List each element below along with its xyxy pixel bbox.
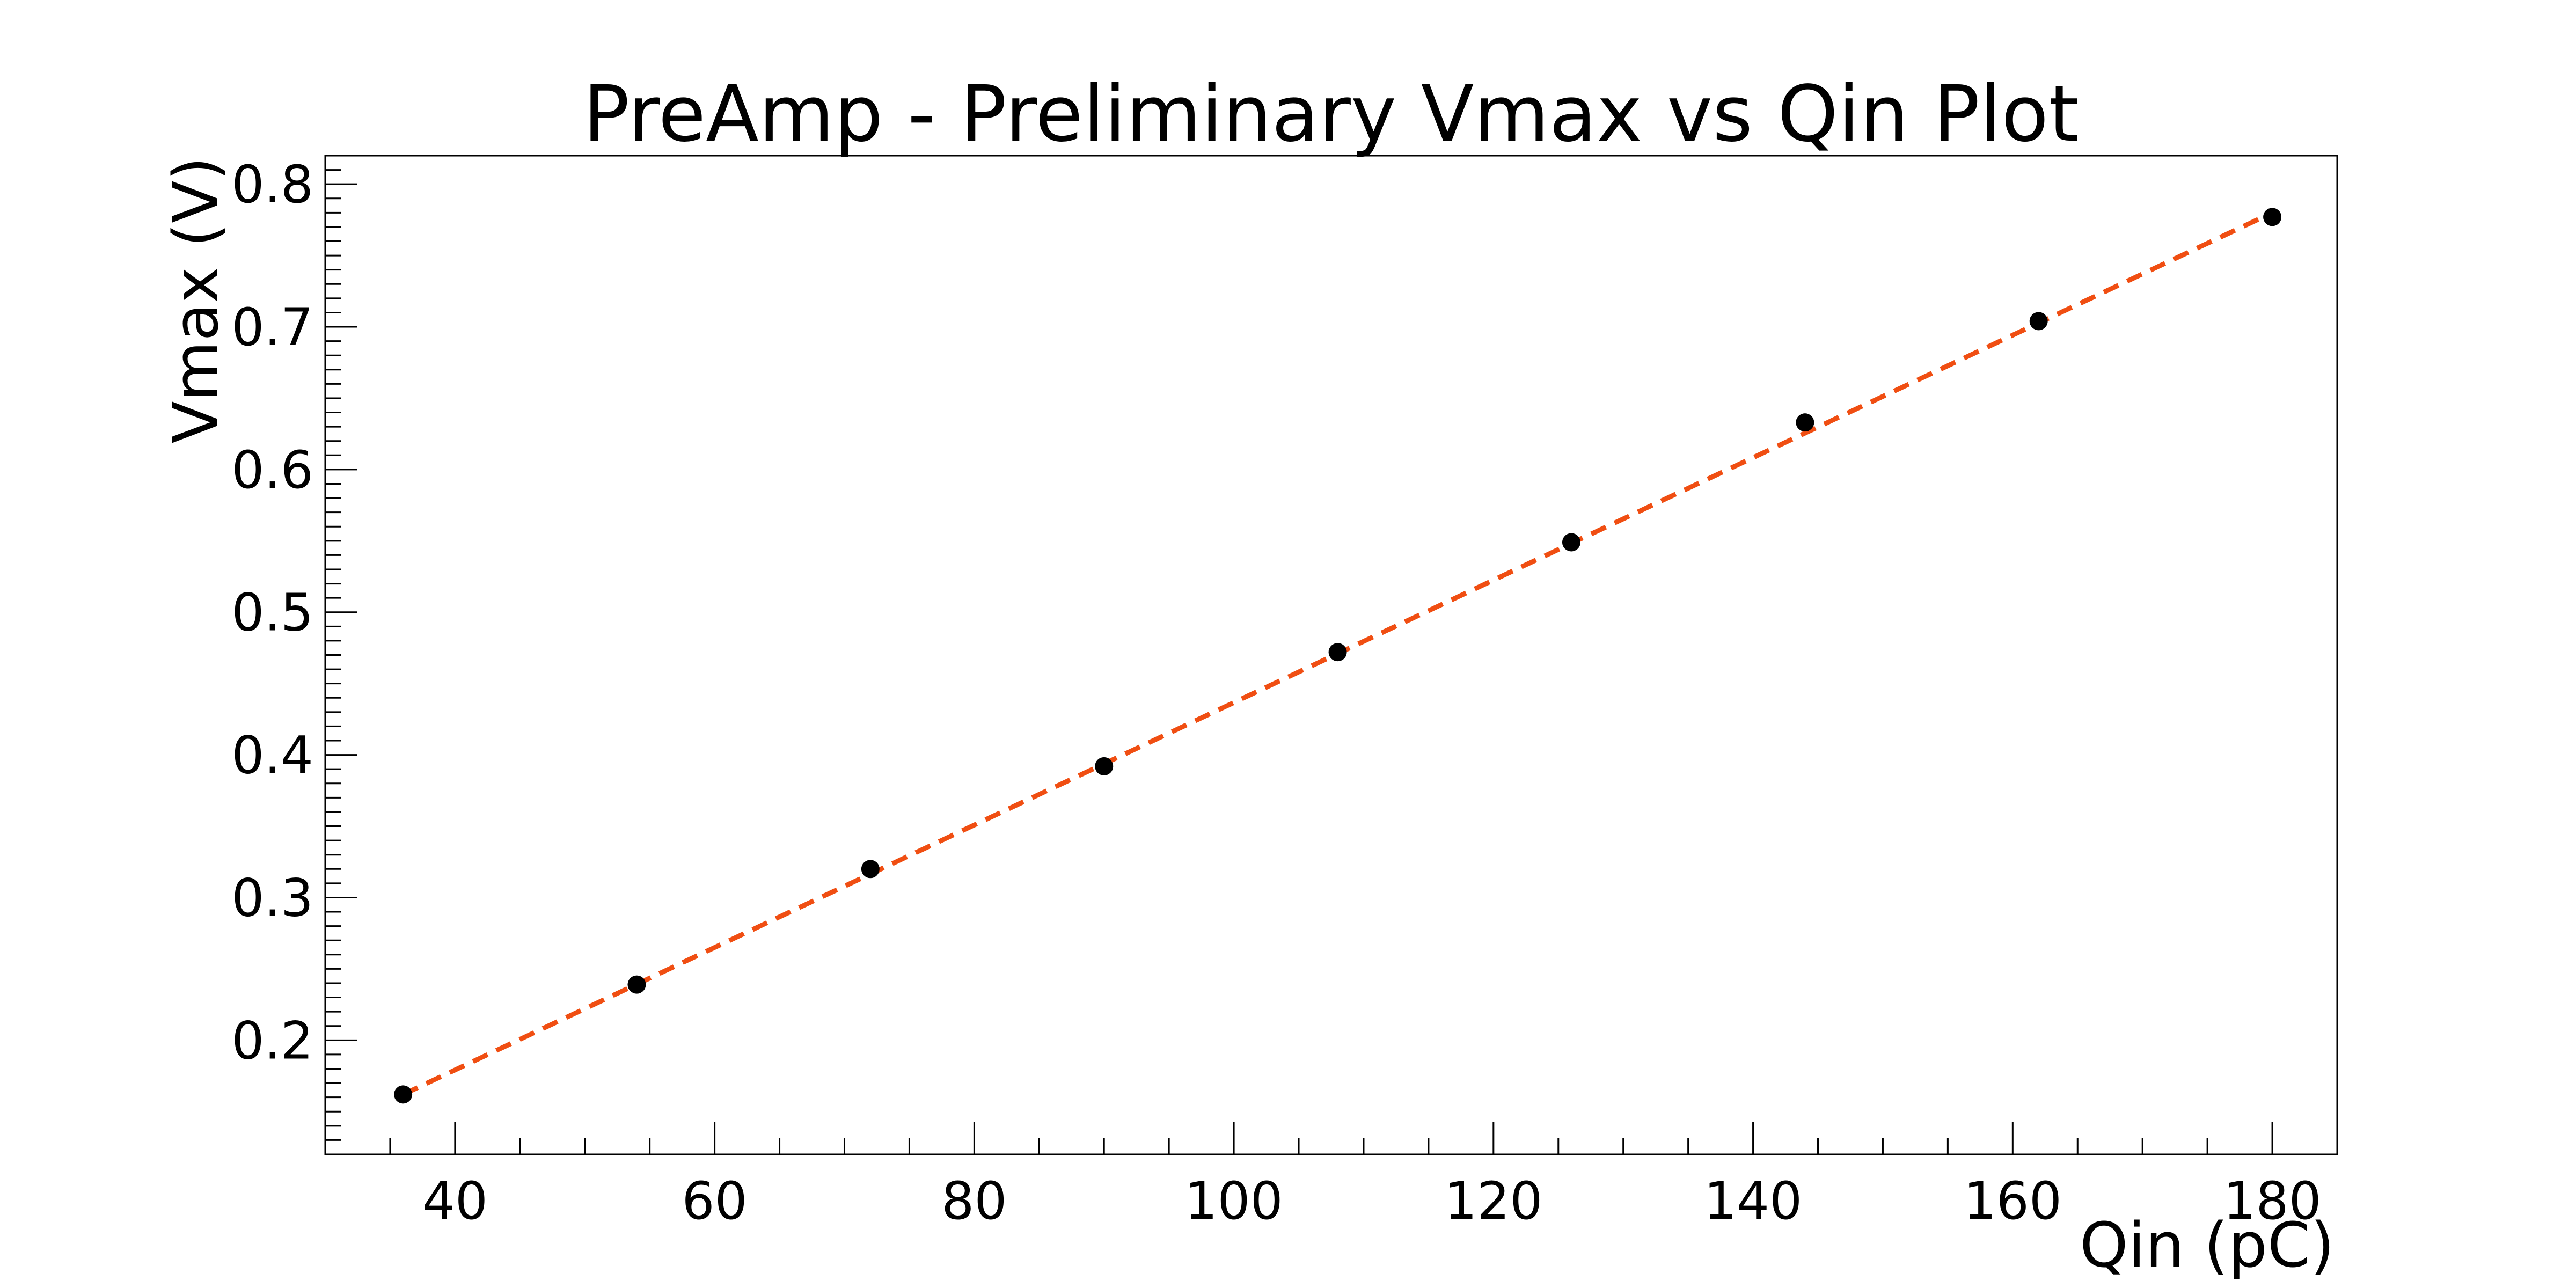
y-tick-label: 0.3 (231, 868, 313, 928)
y-tick-label: 0.2 (231, 1011, 313, 1071)
data-point (1095, 757, 1114, 775)
data-point (861, 860, 880, 879)
x-axis-ticks: 40 60 80 100 120 140 160 180 (389, 1122, 2338, 1231)
x-tick-label: 40 (422, 1171, 488, 1231)
y-tick-label: 0.5 (231, 583, 313, 643)
y-tick-label: 0.8 (231, 155, 313, 215)
data-point (394, 1085, 413, 1104)
y-axis-ticks: 0.2 0.3 0.4 0.5 0.6 0.7 0.8 (231, 155, 357, 1141)
data-point (1328, 643, 1347, 662)
x-tick-label: 60 (682, 1171, 748, 1231)
y-tick-label: 0.4 (231, 726, 313, 786)
data-point (1562, 533, 1580, 552)
x-axis-label: Qin (pC) (2080, 1210, 2334, 1282)
chart-title: PreAmp - Preliminary Vmax vs Qin Plot (583, 69, 2079, 159)
x-tick-label: 160 (1964, 1171, 2062, 1231)
data-point (627, 975, 646, 994)
data-points-layer (394, 208, 2282, 1104)
y-tick-label: 0.7 (231, 297, 313, 357)
x-tick-label: 120 (1444, 1171, 1542, 1231)
data-point (2029, 312, 2048, 331)
x-tick-label: 140 (1704, 1171, 1802, 1231)
y-axis-label: Vmax (V) (160, 157, 232, 443)
x-tick-label: 180 (2223, 1171, 2321, 1231)
x-tick-label: 100 (1184, 1171, 1283, 1231)
data-point (2263, 208, 2282, 226)
x-tick-label: 80 (941, 1171, 1007, 1231)
y-tick-label: 0.6 (231, 440, 313, 500)
data-point (1796, 413, 1814, 432)
